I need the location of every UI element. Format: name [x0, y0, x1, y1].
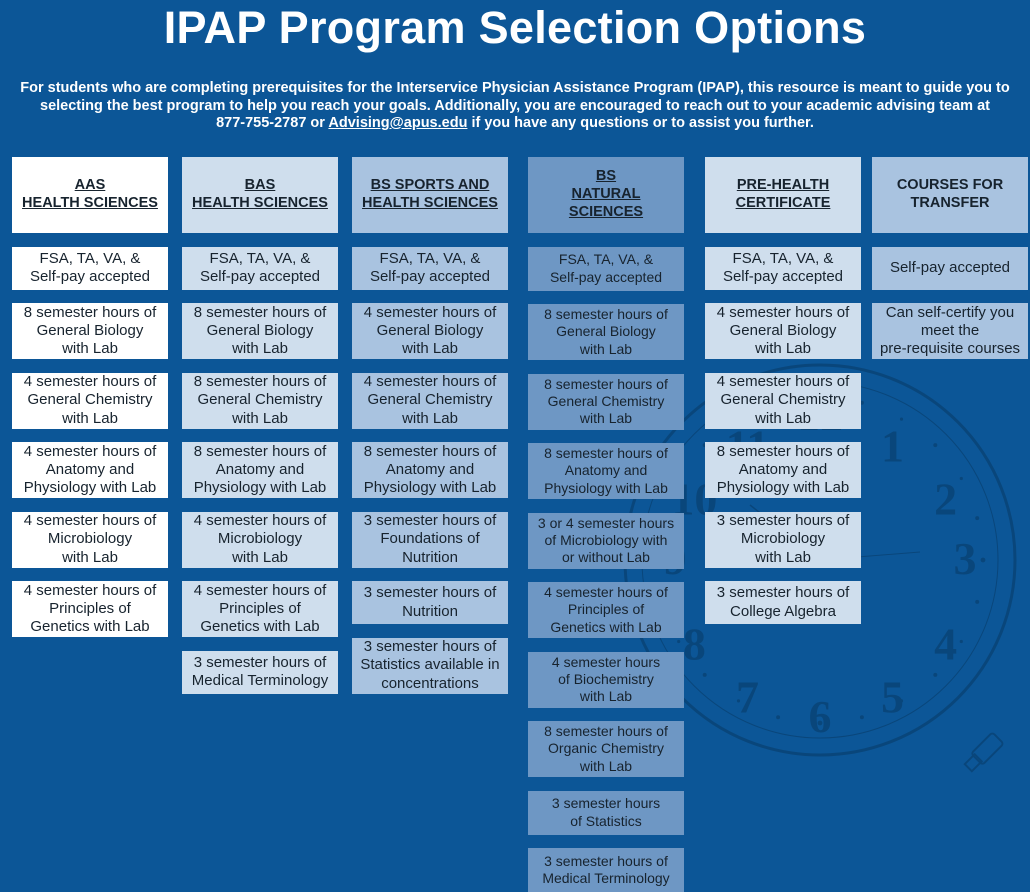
svg-text:1: 1 [881, 420, 904, 471]
svg-text:7: 7 [736, 672, 759, 723]
svg-text:8: 8 [683, 619, 706, 670]
svg-text:6: 6 [809, 691, 832, 742]
svg-text:4: 4 [934, 619, 957, 670]
svg-text:3: 3 [954, 533, 977, 584]
svg-text:5: 5 [881, 672, 904, 723]
svg-text:2: 2 [934, 474, 957, 525]
